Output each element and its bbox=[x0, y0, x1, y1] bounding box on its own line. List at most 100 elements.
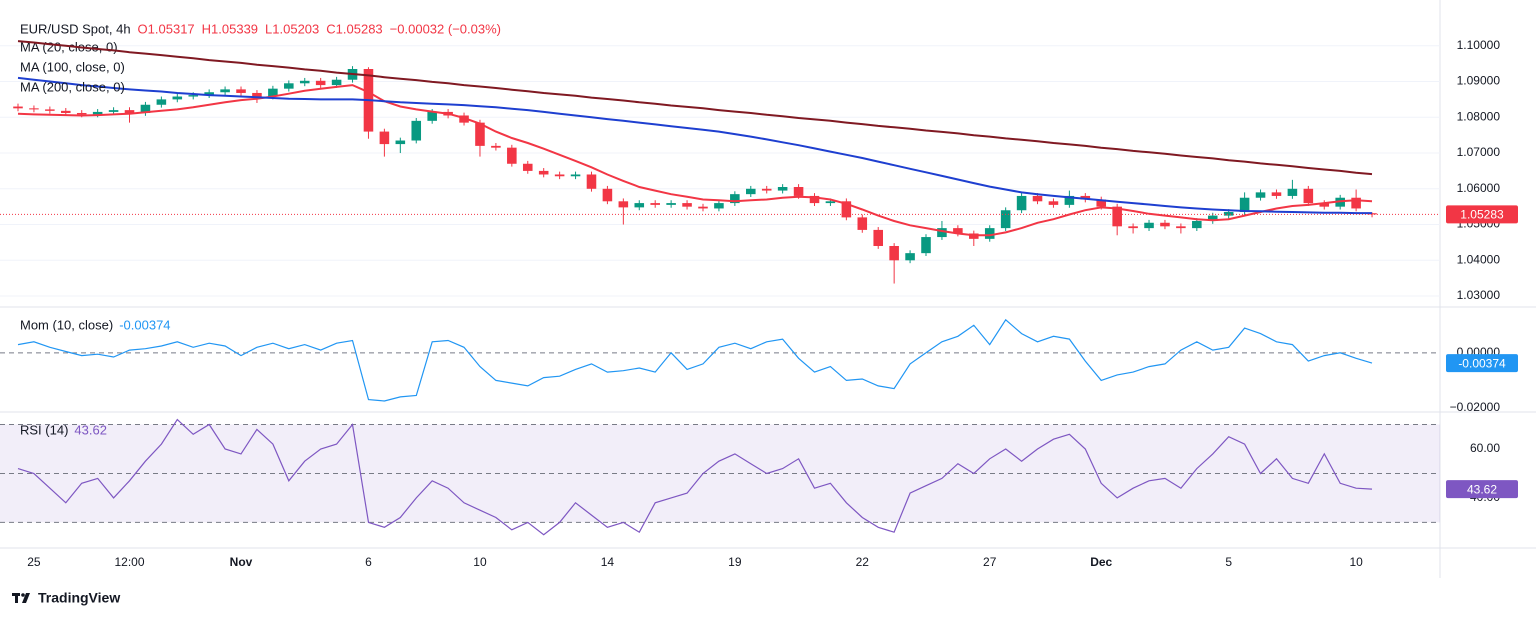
candle-body bbox=[1239, 197, 1250, 213]
candle-body bbox=[1000, 210, 1011, 229]
candle-body bbox=[1192, 220, 1202, 229]
header-text: EUR/USD Spot, 4h bbox=[20, 21, 131, 36]
candle-body bbox=[602, 188, 613, 202]
candle-body bbox=[1096, 199, 1107, 207]
header-text: O1.05317 bbox=[138, 21, 195, 36]
legend-name: Mom (10, close) bbox=[20, 317, 113, 332]
legend-entry: MA (100, close, 0) bbox=[20, 59, 125, 74]
legend-entry: MA (200, close, 0) bbox=[20, 79, 125, 94]
candle-body bbox=[252, 92, 262, 97]
y-tick-label: 1.03000 bbox=[1457, 288, 1501, 302]
candle-body bbox=[937, 228, 947, 238]
legend-name: RSI (14) bbox=[20, 422, 68, 437]
candle-body bbox=[188, 95, 199, 97]
candle-body bbox=[411, 120, 422, 141]
candle-body bbox=[554, 174, 565, 177]
header-text: L1.05203 bbox=[265, 21, 319, 36]
candle-body bbox=[1048, 201, 1059, 205]
candle-body bbox=[475, 122, 485, 146]
candle-body bbox=[268, 88, 278, 97]
candle-body bbox=[698, 206, 708, 209]
indicator-line bbox=[17, 418, 1373, 536]
candle-body bbox=[236, 89, 246, 93]
candle-body bbox=[140, 104, 151, 113]
x-tick-label: 10 bbox=[473, 555, 487, 569]
candle-body bbox=[1128, 226, 1138, 229]
candle-body bbox=[1319, 203, 1330, 207]
candle-body bbox=[1271, 192, 1282, 196]
price-tag bbox=[1446, 354, 1518, 373]
footer-brand: TradingView bbox=[38, 590, 120, 606]
y-tick-label: 1.10000 bbox=[1457, 38, 1501, 52]
candle-body bbox=[570, 174, 581, 177]
x-tick-label: Dec bbox=[1090, 555, 1112, 569]
candle-body bbox=[586, 174, 597, 189]
y-tick-label: 1.06000 bbox=[1457, 181, 1501, 195]
x-tick-label: 6 bbox=[365, 555, 372, 569]
candle-body bbox=[13, 106, 23, 109]
moving-average-line bbox=[17, 84, 1373, 237]
legend-value: -0.00374 bbox=[119, 317, 170, 332]
candle-body bbox=[427, 111, 437, 121]
candle-body bbox=[761, 188, 772, 191]
candle-body bbox=[1176, 226, 1186, 229]
candle-body bbox=[650, 203, 660, 205]
price-tag-label: 1.05283 bbox=[1460, 208, 1504, 222]
candle-body bbox=[905, 253, 915, 261]
y-tick-label: 60.00 bbox=[1470, 441, 1500, 455]
candle-body bbox=[1112, 206, 1122, 227]
candle-body bbox=[1144, 222, 1154, 229]
tradingview-logo bbox=[12, 593, 30, 603]
legend-value: 43.62 bbox=[74, 422, 107, 437]
candle-body bbox=[507, 147, 517, 164]
candle-body bbox=[714, 203, 724, 209]
moving-average-line bbox=[17, 76, 1372, 215]
candle-body bbox=[538, 170, 549, 175]
candle-body bbox=[841, 201, 852, 218]
candle-body bbox=[395, 140, 406, 145]
moving-average-line bbox=[17, 40, 1373, 176]
candle-body bbox=[777, 187, 788, 191]
candle-body bbox=[1032, 195, 1043, 202]
candle-body bbox=[1080, 195, 1091, 200]
x-tick-label: 5 bbox=[1225, 555, 1232, 569]
indicator-line bbox=[17, 318, 1373, 402]
candle-body bbox=[953, 228, 963, 234]
candle-body bbox=[1255, 192, 1266, 198]
candle-body bbox=[682, 203, 692, 207]
candle-body bbox=[156, 99, 167, 105]
header-text: −0.00032 (−0.03%) bbox=[390, 21, 501, 36]
candle-body bbox=[618, 201, 629, 208]
candle-body bbox=[284, 83, 294, 89]
candle-body bbox=[315, 80, 326, 86]
candle-body bbox=[984, 228, 995, 239]
candle-body bbox=[29, 108, 39, 110]
x-tick-label: 22 bbox=[856, 555, 870, 569]
x-tick-label: 10 bbox=[1349, 555, 1363, 569]
candle-body bbox=[491, 145, 501, 148]
price-tag bbox=[1446, 205, 1518, 224]
candle-body bbox=[809, 195, 820, 204]
candle-body bbox=[1064, 195, 1075, 205]
x-tick-label: 19 bbox=[728, 555, 742, 569]
x-tick-label: 25 bbox=[27, 555, 41, 569]
candle-body bbox=[331, 79, 342, 86]
candle-body bbox=[1367, 213, 1377, 215]
logo-part bbox=[22, 593, 30, 603]
x-tick-label: 14 bbox=[601, 555, 615, 569]
y-tick-label: 1.07000 bbox=[1457, 145, 1501, 159]
candle-body bbox=[204, 92, 214, 96]
candle-body bbox=[172, 96, 183, 100]
candle-body bbox=[1207, 215, 1218, 221]
candle-body bbox=[825, 201, 836, 204]
header-text: C1.05283 bbox=[326, 21, 382, 36]
candle-body bbox=[730, 194, 740, 204]
price-tag-label: -0.00374 bbox=[1458, 356, 1506, 370]
candle-body bbox=[76, 112, 87, 115]
price-tag bbox=[1446, 480, 1518, 499]
logo-part bbox=[15, 593, 18, 603]
candle-body bbox=[889, 246, 899, 261]
y-tick-label: 1.08000 bbox=[1457, 109, 1501, 123]
